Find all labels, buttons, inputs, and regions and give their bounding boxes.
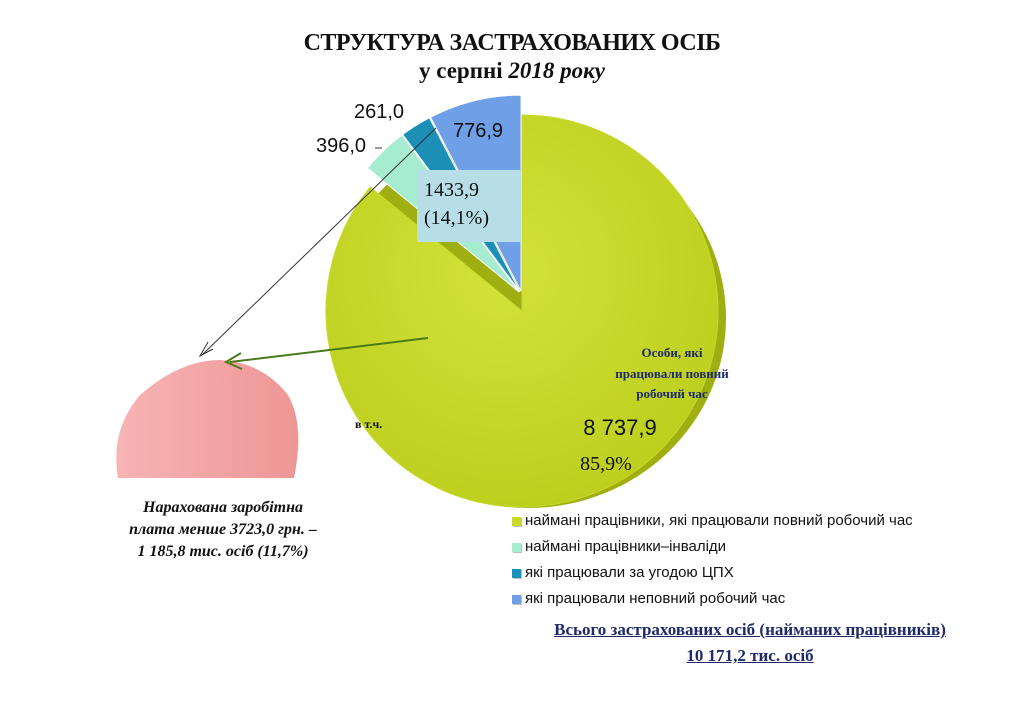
breakout-arrow-green: [229, 337, 429, 363]
chart-subtitle: у серпні 2018 року: [418, 58, 605, 83]
breakout-segment: [116, 360, 299, 478]
legend-label: які працювали неповний робочий час: [525, 589, 786, 607]
legend-item: які працювали неповний робочий час: [512, 585, 913, 611]
chart-title: СТРУКТУРА ЗАСТРАХОВАНИХ ОСІБ: [303, 30, 721, 56]
breakout-note: Нарахована заробітна плата менше 3723,0 …: [78, 497, 368, 563]
slice-fulltime: [325, 114, 719, 508]
slice-label-parttime: 776,9: [453, 120, 503, 142]
legend-label: які працювали за угодою ЦПХ: [525, 563, 734, 581]
breakout-note-line-2: плата менше 3723,0 грн. –: [129, 521, 317, 538]
breakout-label: в т.ч.: [355, 417, 382, 431]
legend-swatch: [512, 568, 521, 578]
big-slice-caption-3: робочий час: [636, 386, 708, 401]
other-group-value: 1433,9: [424, 179, 479, 201]
breakout-note-line-3: 1 185,8 тис. осіб (11,7%): [137, 543, 309, 560]
legend-swatch: [512, 542, 521, 552]
big-slice-value: 8 737,9: [583, 415, 656, 440]
slice-label-cph: 261,0: [354, 101, 404, 123]
big-slice-caption-2: працювали повний: [615, 366, 729, 381]
breakout-note-line-1: Нарахована заробітна: [143, 499, 303, 516]
total-value: 10 171,2 тис. осіб: [686, 646, 814, 665]
big-slice-caption-1: Особи, які: [641, 345, 702, 360]
legend-label: наймані працівники–інваліди: [525, 537, 727, 555]
other-group-label: 1433,9 (14,1%): [424, 176, 514, 232]
legend-item: наймані працівники, які працювали повний…: [512, 507, 913, 533]
total-caption: Всього застрахованих осіб (найманих прац…: [554, 620, 946, 639]
legend-item: наймані працівники–інваліди: [512, 533, 913, 559]
legend-item: які працювали за угодою ЦПХ: [512, 559, 913, 585]
legend-swatch: [512, 594, 521, 604]
other-group-percent: (14,1%): [424, 207, 489, 229]
breakout-arrow-thin-head: [198, 341, 214, 358]
other-group-box: [417, 170, 521, 242]
legend: наймані працівники, які працювали повний…: [512, 507, 913, 611]
breakout-arrow-thin: [201, 127, 437, 356]
legend-label: наймані працівники, які працювали повний…: [525, 511, 913, 529]
slice-label-disabled: 396,0: [316, 135, 366, 157]
legend-swatch: [512, 516, 521, 526]
breakout-arrow-green-head: [223, 352, 243, 370]
big-slice-percent: 85,9%: [580, 453, 632, 475]
